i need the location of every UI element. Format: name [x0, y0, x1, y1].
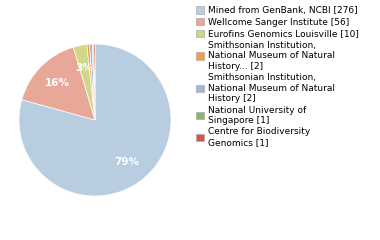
Legend: Mined from GenBank, NCBI [276], Wellcome Sanger Institute [56], Eurofins Genomic: Mined from GenBank, NCBI [276], Wellcome… [195, 5, 361, 149]
Text: 16%: 16% [44, 78, 70, 88]
Text: 79%: 79% [115, 157, 140, 167]
Wedge shape [92, 44, 95, 120]
Wedge shape [93, 44, 95, 120]
Wedge shape [73, 44, 95, 120]
Text: 3%: 3% [76, 63, 93, 73]
Wedge shape [19, 44, 171, 196]
Wedge shape [22, 47, 95, 120]
Wedge shape [87, 44, 95, 120]
Wedge shape [90, 44, 95, 120]
